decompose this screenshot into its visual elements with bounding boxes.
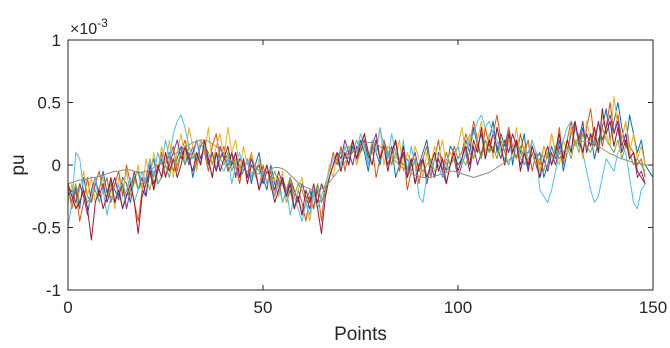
y-exponent-label: ×10-3 — [70, 16, 108, 38]
series-line-6 — [67, 114, 646, 228]
x-tick-label: 150 — [639, 298, 667, 317]
y-tick-label: -0.5 — [32, 219, 61, 238]
y-tick-label: -1 — [46, 281, 61, 300]
y-tick-label: 1 — [52, 31, 61, 50]
x-axis: 0 50 100 150 — [63, 40, 667, 317]
series-line-8 — [67, 139, 653, 191]
y-exponent-base: ×10 — [70, 21, 97, 38]
y-axis: 1 0.5 0 -0.5 -1 — [32, 31, 653, 300]
x-tick-label: 100 — [444, 298, 472, 317]
series-line-5 — [67, 127, 646, 203]
x-axis-label: Points — [334, 324, 387, 345]
x-tick-label: 50 — [254, 298, 273, 317]
series-line-4 — [67, 114, 646, 216]
series-layer — [67, 95, 654, 241]
x-tick-label: 0 — [63, 298, 72, 317]
y-tick-label: 0 — [52, 156, 61, 175]
y-tick-label: 0.5 — [37, 94, 61, 113]
y-exponent-power: -3 — [97, 16, 108, 30]
y-axis-label: pu — [8, 154, 29, 175]
